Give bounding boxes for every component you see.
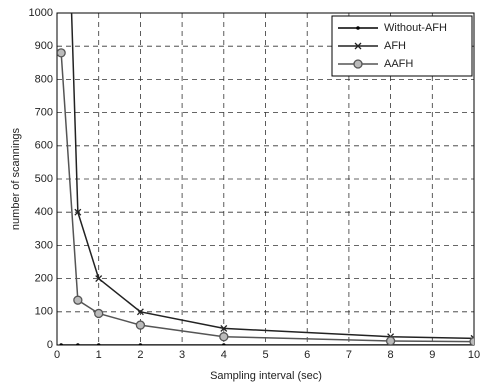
x-tick-label: 3: [179, 349, 185, 361]
marker: [57, 48, 66, 58]
y-tick-label: 900: [35, 40, 53, 52]
y-tick-label: 700: [35, 107, 53, 119]
marker-shape: [220, 324, 228, 332]
marker-shape: [136, 308, 144, 316]
legend-label: Without-AFH: [384, 22, 447, 34]
marker: [385, 336, 396, 345]
plot-area: [57, 13, 474, 345]
y-tick-label: 0: [47, 339, 53, 351]
legend-label: AFH: [384, 40, 406, 52]
x-tick-label: 7: [346, 349, 352, 361]
marker: [59, 343, 63, 345]
x-axis-label: Sampling interval (sec): [210, 370, 322, 382]
marker: [136, 308, 144, 316]
legend-label: AAFH: [384, 58, 413, 70]
x-tick-label: 10: [468, 349, 480, 361]
y-tick-label: 400: [35, 206, 53, 218]
x-tick-label: 0: [54, 349, 60, 361]
marker: [220, 324, 228, 332]
x-tick-label: 2: [137, 349, 143, 361]
y-tick-label: 600: [35, 140, 53, 152]
x-tick-label: 9: [429, 349, 435, 361]
marker: [74, 208, 82, 216]
marker: [76, 343, 80, 345]
x-tick-label: 6: [304, 349, 310, 361]
x-tick-label: 4: [221, 349, 227, 361]
y-tick-label: 1000: [29, 7, 53, 19]
marker: [222, 343, 226, 345]
y-axis-label: number of scannings: [10, 127, 22, 230]
marker: [138, 343, 143, 345]
marker: [219, 332, 229, 342]
y-tick-label: 500: [35, 173, 53, 185]
y-tick-label: 100: [35, 306, 53, 318]
marker: [73, 295, 83, 305]
x-tick-label: 5: [262, 349, 268, 361]
y-tick-label: 800: [35, 73, 53, 85]
marker: [95, 275, 103, 283]
marker: [469, 337, 474, 345]
y-tick-label: 300: [35, 239, 53, 251]
marker-shape: [95, 275, 103, 283]
marker: [353, 59, 363, 69]
marker: [354, 42, 362, 50]
y-tick-label: 200: [35, 273, 53, 285]
marker: [356, 26, 360, 30]
marker: [135, 320, 146, 330]
marker: [96, 343, 101, 345]
marker-shape: [354, 42, 362, 50]
x-tick-label: 8: [388, 349, 394, 361]
marker: [94, 308, 104, 319]
x-tick-label: 1: [96, 349, 102, 361]
legend: Without-AFH AFH AAFH: [331, 15, 473, 77]
marker-shape: [74, 208, 82, 216]
